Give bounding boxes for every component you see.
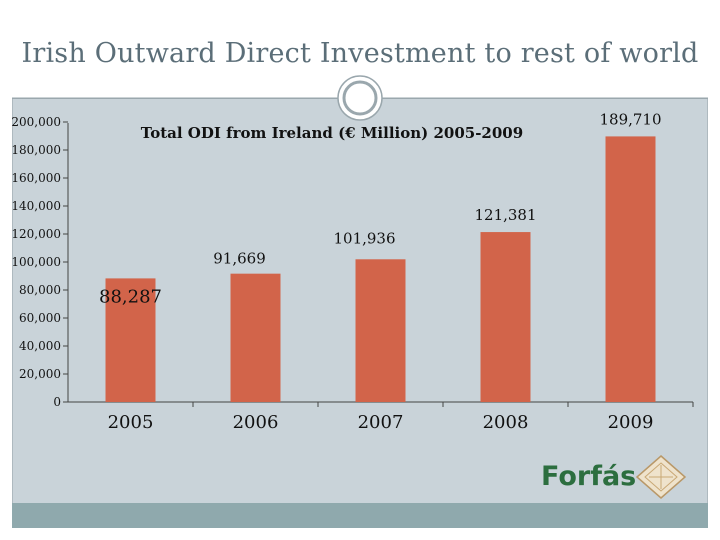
bar-2005 — [105, 278, 156, 402]
data-label: 121,381 — [474, 206, 536, 224]
diamond-logo-icon — [635, 455, 687, 499]
forfas-logo: Forfás — [541, 455, 687, 499]
x-tick-label: 2006 — [233, 412, 279, 433]
y-tick-label: 100,000 — [11, 255, 61, 269]
ring-ornament-icon — [12, 75, 708, 121]
y-tick-label: 180,000 — [11, 143, 61, 157]
x-tick-label: 2007 — [358, 412, 404, 433]
x-tick-label: 2005 — [108, 412, 154, 433]
x-tick-label: 2009 — [608, 412, 654, 433]
y-tick-label: 160,000 — [11, 171, 61, 185]
data-label: 88,287 — [99, 286, 162, 307]
logo-text: Forfás — [541, 461, 636, 492]
bar-2007 — [355, 259, 406, 402]
chart-title: Total ODI from Ireland (€ Million) 2005-… — [141, 124, 523, 142]
y-tick-label: 20,000 — [19, 367, 61, 381]
data-label: 101,936 — [333, 229, 395, 247]
data-label: 91,669 — [213, 250, 266, 268]
y-tick-label: 40,000 — [19, 339, 61, 353]
data-label: 189,710 — [599, 110, 661, 128]
bar-2006 — [230, 273, 281, 402]
footer-bar — [12, 503, 708, 528]
y-tick-label: 140,000 — [11, 199, 61, 213]
x-tick-label: 2008 — [483, 412, 529, 433]
bar-2009 — [605, 136, 656, 402]
y-tick-label: 200,000 — [11, 115, 61, 129]
bar-2008 — [480, 232, 531, 402]
y-tick-label: 80,000 — [19, 283, 61, 297]
y-tick-label: 0 — [53, 395, 61, 409]
y-tick-label: 60,000 — [19, 311, 61, 325]
y-tick-label: 120,000 — [11, 227, 61, 241]
slide-title: Irish Outward Direct Investment to rest … — [21, 38, 699, 69]
